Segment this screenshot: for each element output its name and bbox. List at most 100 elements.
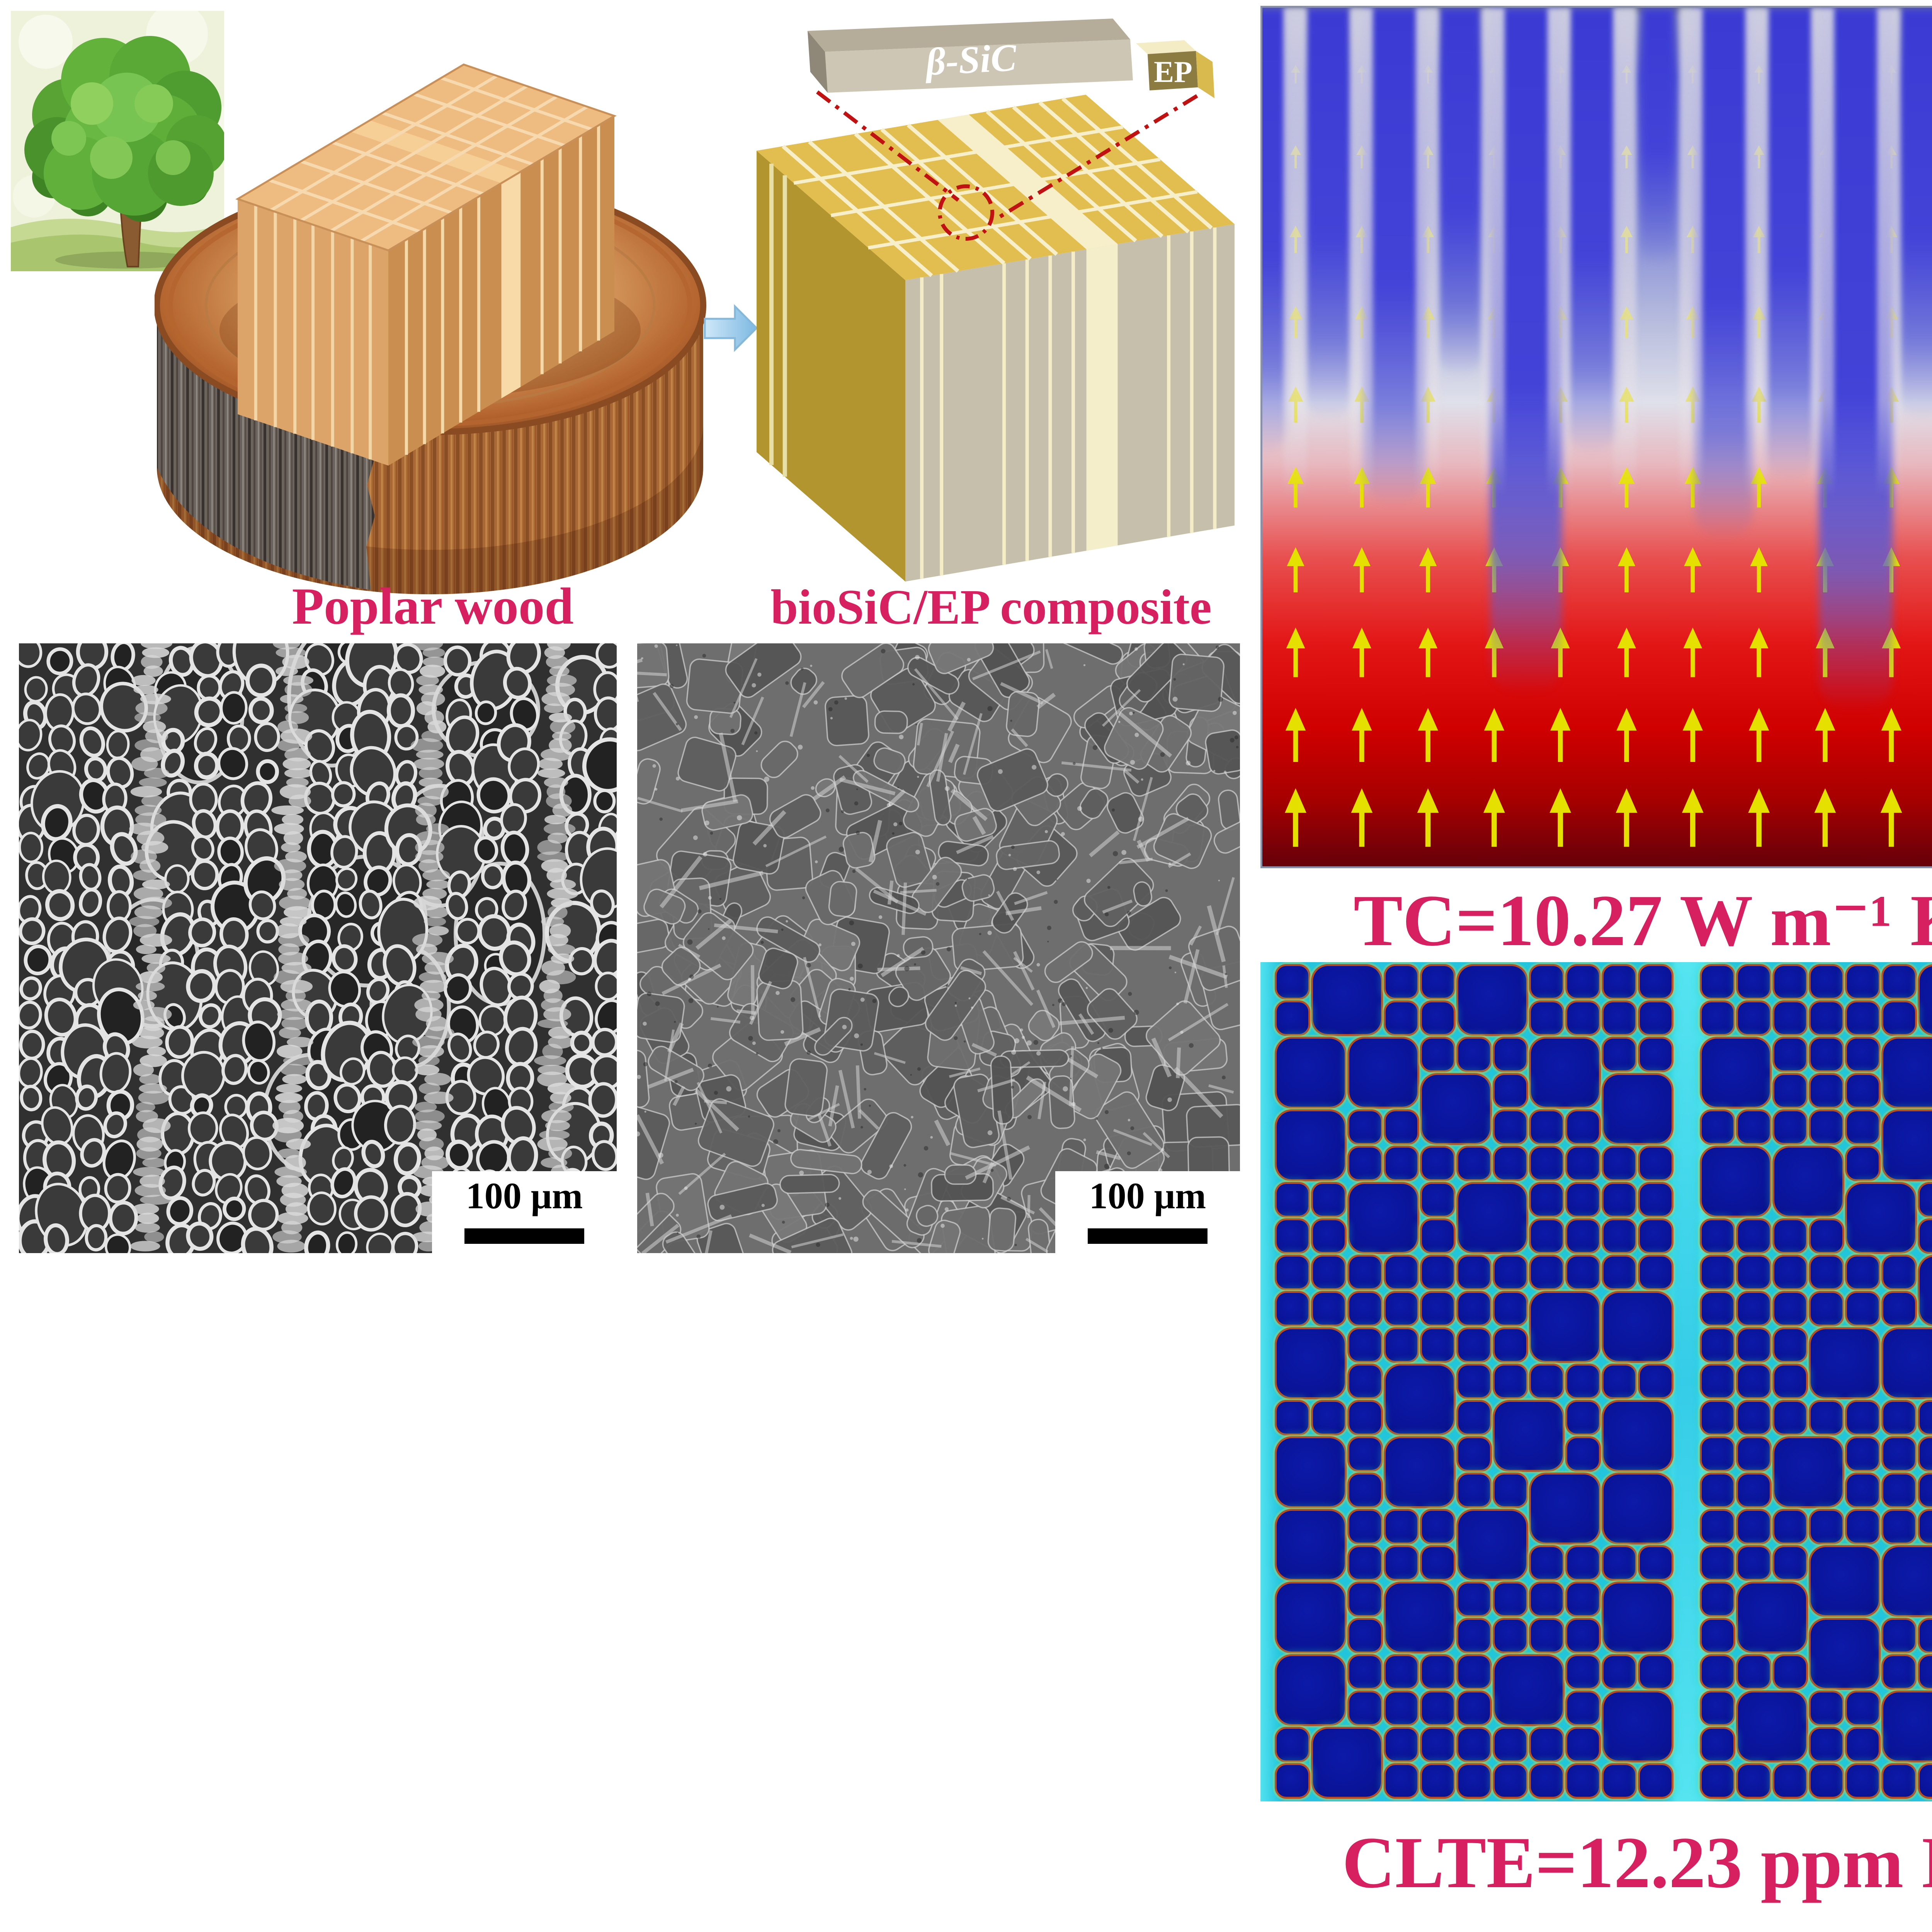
clte-particle bbox=[1495, 1257, 1526, 1288]
clte-particle bbox=[1847, 1184, 1915, 1252]
clte-particle bbox=[1738, 1402, 1770, 1434]
clte-particle bbox=[1920, 1511, 1932, 1543]
clte-particle bbox=[1386, 1438, 1454, 1506]
clte-particle bbox=[1847, 1402, 1879, 1434]
clte-particle bbox=[1422, 1765, 1454, 1797]
heat-streak bbox=[1613, 8, 1637, 497]
clte-particle bbox=[1847, 1511, 1879, 1543]
clte-particle bbox=[1277, 1002, 1308, 1034]
clte-particle bbox=[1349, 1656, 1381, 1688]
heat-finger bbox=[1695, 8, 1753, 540]
clte-particle bbox=[1567, 1765, 1599, 1797]
clte-particle bbox=[1811, 1257, 1842, 1288]
clte-particle bbox=[1458, 1475, 1490, 1506]
clte-particle bbox=[1604, 1692, 1672, 1760]
clte-particle bbox=[1738, 1111, 1770, 1143]
clte-particle bbox=[1313, 966, 1381, 1034]
clte-particle bbox=[1702, 1620, 1733, 1651]
clte-particle bbox=[1811, 1039, 1842, 1070]
clte-particle bbox=[1883, 1765, 1915, 1797]
heat-finger bbox=[1899, 8, 1932, 420]
clte-particle bbox=[1458, 966, 1526, 1034]
clte-particle bbox=[1702, 1765, 1733, 1797]
scale-bar: 100 μm bbox=[1055, 1171, 1240, 1253]
heat-finger bbox=[1262, 8, 1287, 454]
clte-particle bbox=[1774, 1765, 1806, 1797]
clte-particle bbox=[1386, 1692, 1417, 1724]
clte-particle bbox=[1495, 1293, 1526, 1325]
clte-particle bbox=[1531, 1184, 1563, 1216]
clte-caption: CLTE=12.23 ppm K⁻¹ bbox=[1342, 1822, 1932, 1903]
clte-particle bbox=[1386, 1511, 1417, 1543]
clte-particle bbox=[1883, 1511, 1915, 1543]
clte-particle bbox=[1567, 1656, 1599, 1688]
clte-particle bbox=[1277, 1438, 1345, 1506]
clte-particle bbox=[1811, 1402, 1842, 1434]
clte-particle bbox=[1811, 1620, 1879, 1688]
clte-particle bbox=[1604, 1293, 1672, 1361]
clte-particle bbox=[1847, 1293, 1879, 1325]
clte-particle bbox=[1349, 1039, 1417, 1107]
clte-channel bbox=[1674, 962, 1699, 1801]
clte-particle bbox=[1738, 1765, 1770, 1797]
clte-particle bbox=[1386, 1148, 1417, 1179]
clte-particle bbox=[1847, 1257, 1879, 1288]
clte-particle bbox=[1531, 1620, 1563, 1651]
clte-particle bbox=[1738, 1583, 1806, 1651]
clte-particle bbox=[1702, 966, 1733, 998]
clte-particle bbox=[1604, 1075, 1672, 1143]
clte-particle bbox=[1567, 1402, 1599, 1434]
clte-particle bbox=[1531, 1583, 1563, 1615]
clte-particle bbox=[1495, 1329, 1526, 1361]
sem-image-poplar-biosic: 100 μm bbox=[19, 643, 617, 1253]
clte-particle bbox=[1883, 1257, 1915, 1288]
clte-particle bbox=[1313, 1729, 1381, 1797]
clte-particle bbox=[1847, 1148, 1879, 1179]
clte-particle bbox=[1349, 1329, 1381, 1361]
clte-particle bbox=[1604, 1366, 1635, 1397]
magnified-callout bbox=[816, 90, 1198, 241]
clte-particle bbox=[1604, 1402, 1672, 1470]
clte-particle bbox=[1883, 1293, 1915, 1325]
composite-label: bioSiC/EP composite bbox=[770, 580, 1212, 634]
clte-particle bbox=[1702, 1692, 1733, 1724]
clte-particle bbox=[1883, 1111, 1932, 1179]
clte-particle bbox=[1458, 1729, 1490, 1760]
clte-particle bbox=[1495, 1620, 1526, 1651]
clte-particle bbox=[1774, 1220, 1806, 1252]
clte-particle bbox=[1604, 1184, 1635, 1216]
scale-bar-line bbox=[1088, 1228, 1208, 1244]
clte-particle bbox=[1313, 1293, 1345, 1325]
clte-particle bbox=[1422, 1039, 1454, 1070]
clte-particle bbox=[1349, 1148, 1381, 1179]
clte-particle bbox=[1495, 1039, 1526, 1070]
clte-particle bbox=[1386, 1583, 1454, 1651]
clte-particle bbox=[1458, 1039, 1490, 1070]
poplar-wood-label: Poplar wood bbox=[292, 578, 574, 635]
clte-particle bbox=[1920, 1438, 1932, 1470]
clte-particle bbox=[1458, 1692, 1490, 1724]
clte-particle bbox=[1349, 1475, 1381, 1506]
clte-particle bbox=[1495, 1111, 1526, 1143]
clte-particle bbox=[1277, 966, 1308, 998]
clte-simulation bbox=[1260, 962, 1932, 1801]
clte-particle bbox=[1495, 1148, 1526, 1179]
clte-particle bbox=[1458, 1148, 1490, 1179]
clte-particle bbox=[1774, 1402, 1806, 1434]
clte-particle bbox=[1313, 1402, 1345, 1434]
heat-streak bbox=[1481, 8, 1505, 497]
clte-particle bbox=[1495, 1366, 1526, 1397]
clte-particle bbox=[1774, 1075, 1806, 1107]
clte-particle bbox=[1386, 1547, 1417, 1579]
clte-particle bbox=[1847, 1765, 1879, 1797]
clte-particle bbox=[1567, 1583, 1599, 1615]
clte-particle bbox=[1883, 1692, 1932, 1760]
clte-particle bbox=[1349, 1583, 1381, 1615]
clte-particle bbox=[1774, 1039, 1806, 1070]
clte-particle bbox=[1458, 1184, 1526, 1252]
clte-particle bbox=[1738, 1002, 1770, 1034]
clte-particle bbox=[1883, 1002, 1915, 1034]
clte-particle bbox=[1811, 1111, 1842, 1143]
clte-particle bbox=[1702, 1293, 1733, 1325]
